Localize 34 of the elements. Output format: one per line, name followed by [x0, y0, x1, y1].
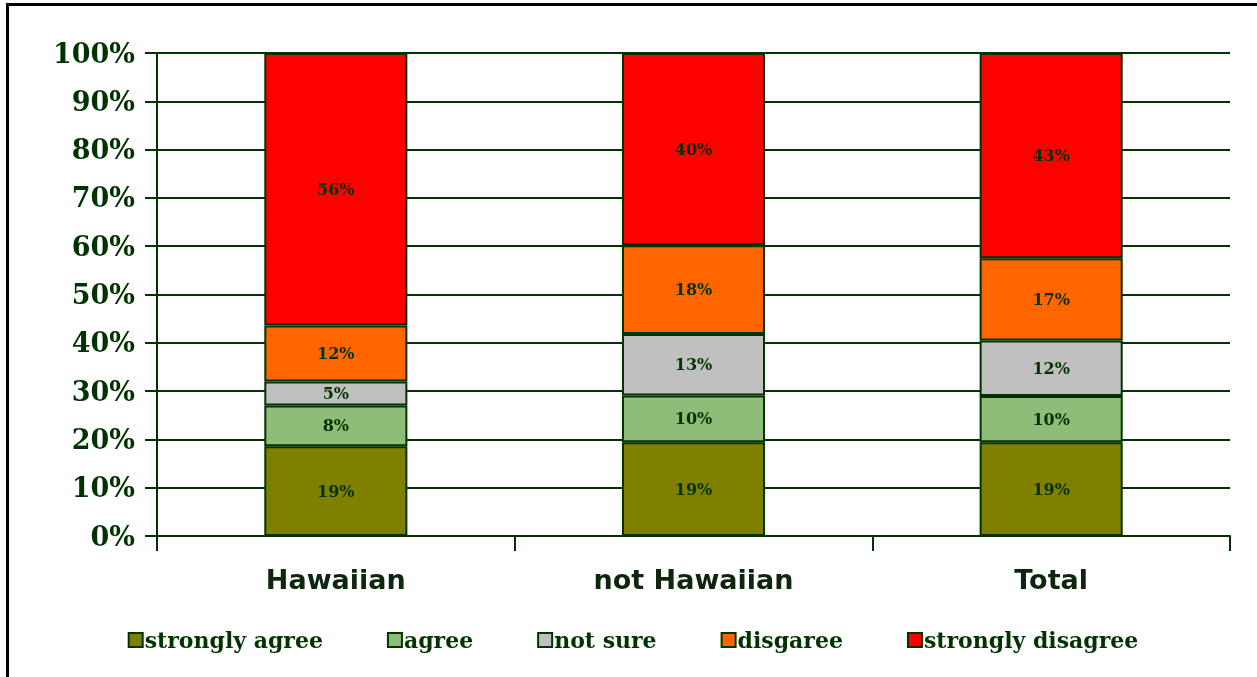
data-label: 8% — [322, 416, 350, 436]
y-tick-label: 90% — [71, 85, 135, 117]
y-tick-label: 0% — [90, 520, 135, 552]
y-tick-label: 30% — [71, 375, 135, 407]
x-tick-label: not Hawaiian — [593, 564, 794, 595]
data-label: 10% — [1032, 409, 1070, 429]
data-label: 13% — [674, 355, 713, 375]
legend-label: strongly agree — [144, 627, 323, 653]
y-tick-label: 60% — [71, 230, 135, 262]
legend-label: agree — [403, 627, 474, 653]
x-tick-label: Hawaiian — [265, 564, 406, 595]
y-tick-label: 40% — [71, 327, 135, 359]
data-label: 43% — [1032, 146, 1070, 166]
data-label: 10% — [674, 409, 713, 429]
data-label: 17% — [1032, 289, 1070, 309]
data-label: 56% — [317, 179, 355, 199]
y-tick-label: 80% — [71, 134, 135, 166]
data-label: 12% — [317, 343, 355, 363]
data-label: 19% — [1032, 479, 1070, 499]
legend-label: not sure — [554, 627, 657, 653]
data-label: 19% — [317, 481, 355, 501]
y-tick-label: 70% — [71, 182, 135, 214]
y-tick-label: 10% — [71, 472, 135, 504]
y-tick-label: 20% — [71, 423, 135, 455]
data-label: 18% — [674, 280, 713, 300]
data-label: 19% — [674, 479, 713, 499]
x-tick-label: Total — [1014, 564, 1089, 595]
y-tick-label: 50% — [71, 279, 135, 310]
legend-label: disgaree — [737, 627, 843, 653]
data-label: 40% — [674, 139, 713, 159]
legend-label: strongly disagree — [923, 627, 1139, 653]
y-tick-label: 100% — [52, 37, 135, 69]
data-label: 12% — [1032, 358, 1070, 378]
data-label: 5% — [322, 384, 350, 404]
